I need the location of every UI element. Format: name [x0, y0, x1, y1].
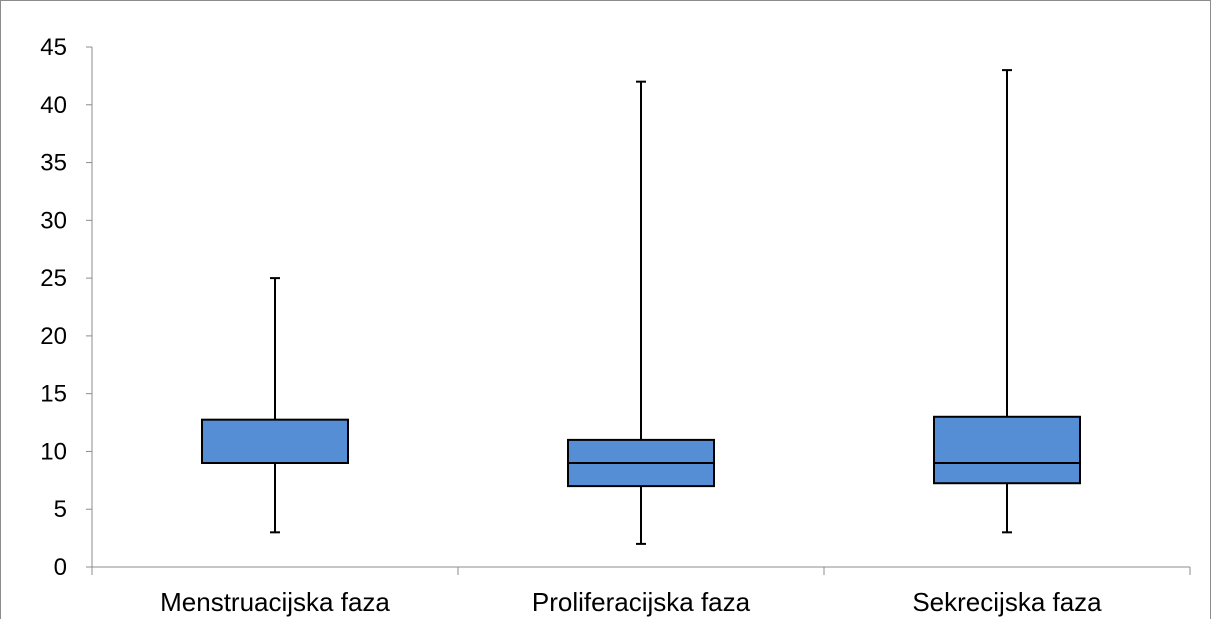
x-category-label: Sekrecijska faza: [912, 587, 1102, 617]
y-tick-label: 10: [40, 438, 67, 465]
x-category-label: Menstruacijska faza: [160, 587, 390, 617]
box-item: [933, 69, 1081, 534]
box-series: [201, 69, 1081, 545]
y-tick-label: 5: [54, 496, 67, 523]
iqr-box: [201, 418, 349, 464]
y-tick-label: 0: [54, 554, 67, 581]
y-tick-label: 25: [40, 265, 67, 292]
box-item: [201, 277, 349, 534]
y-tick-label: 35: [40, 150, 67, 177]
x-axis: Menstruacijska faza Proliferacijska faza S…: [91, 566, 1191, 617]
y-tick-label: 30: [40, 207, 67, 234]
y-tick-label: 45: [40, 34, 67, 61]
iqr-box: [933, 415, 1081, 485]
x-category-label: Proliferacijska faza: [532, 587, 751, 617]
box-item: [567, 80, 715, 545]
y-axis: 0 5 10 15 20 25 30 35 40 45: [40, 34, 93, 581]
y-tick-label: 15: [40, 381, 67, 408]
y-tick-label: 20: [40, 323, 67, 350]
y-tick-label: 40: [40, 92, 67, 119]
